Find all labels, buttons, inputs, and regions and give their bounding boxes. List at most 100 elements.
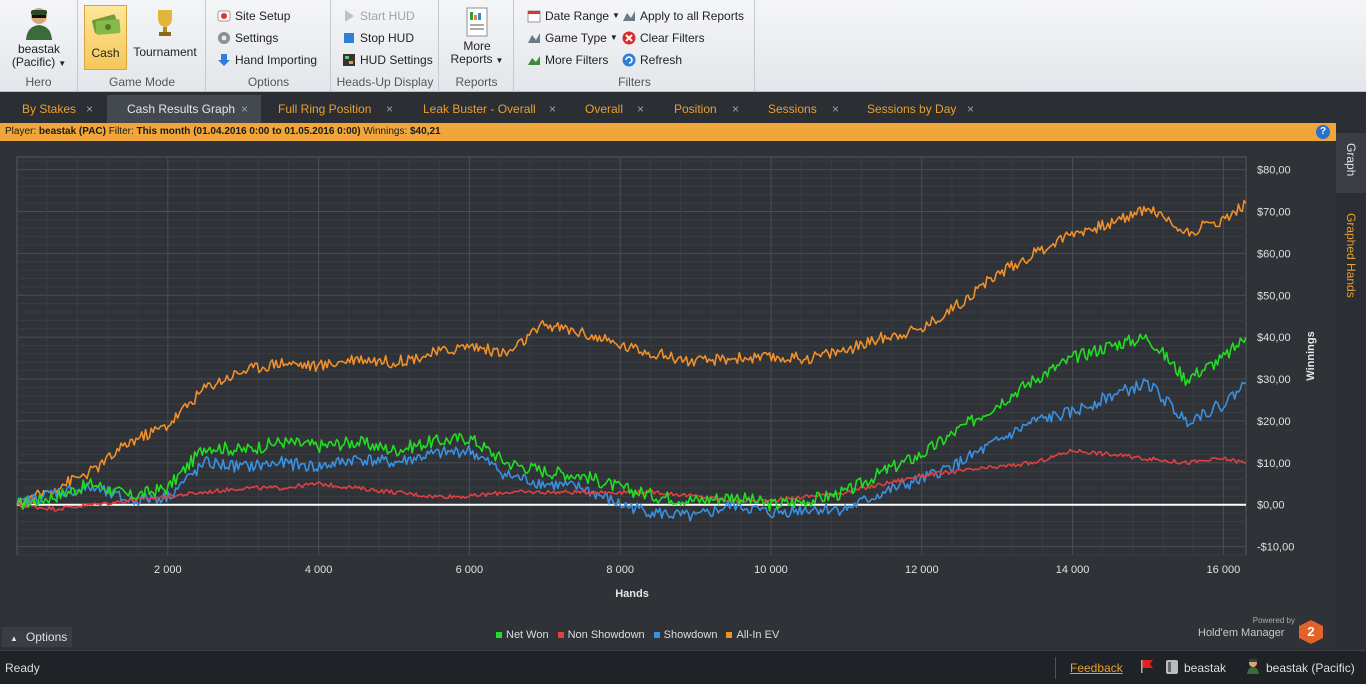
chart-legend: Net Won Non Showdown Showdown All-In EV	[496, 628, 788, 642]
x-tick-label: 8 000	[606, 564, 634, 576]
legend-swatch	[726, 632, 733, 638]
series-line-all-in-ev	[16, 199, 1247, 508]
reports-group: More Reports ▼ Reports	[440, 0, 514, 92]
y-tick-label: $30,00	[1257, 374, 1291, 386]
date-range-label: Date Range	[545, 9, 610, 23]
close-icon[interactable]: ×	[967, 102, 975, 116]
options-group-label: Options	[247, 75, 290, 89]
feedback-link[interactable]: Feedback	[1070, 661, 1123, 675]
site-setup-label: Site Setup	[235, 9, 291, 23]
trophy-icon	[158, 10, 172, 36]
tab-position[interactable]: Position ×	[654, 95, 750, 123]
results-graph: 2 000 4 000 6 000 8 000 10 000 12 000 14 000 16…	[0, 141, 1336, 648]
stop-hud-label: Stop HUD	[360, 31, 415, 45]
hero-status: beastak (Pacific)	[1266, 661, 1355, 675]
powered-by-text: Powered by	[1252, 616, 1295, 625]
tab-graph[interactable]: Graph	[1336, 133, 1366, 193]
hud-settings-icon	[343, 54, 355, 66]
clear-filters-button[interactable]: Clear Filters	[622, 29, 705, 47]
tab-sessions-by-day[interactable]: Sessions by Day ×	[847, 95, 979, 123]
close-icon[interactable]: ×	[832, 102, 840, 116]
x-axis-ticks: 2 000 4 000 6 000 8 000 10 000 12 000 14 000 16…	[154, 564, 1240, 576]
legend-item-net-won[interactable]: Net Won	[496, 628, 549, 642]
y-tick-label: $60,00	[1257, 248, 1291, 260]
hand-importing-button[interactable]: Hand Importing	[217, 51, 317, 69]
options-label: Options	[25, 630, 68, 644]
options-button[interactable]: ▲ Options	[2, 627, 72, 647]
x-tick-label: 16 000	[1207, 564, 1241, 576]
product-name: Hold'em Manager	[1198, 627, 1285, 639]
close-icon[interactable]: ×	[241, 102, 249, 116]
chevron-down-icon: ▼	[612, 11, 620, 20]
x-tick-label: 14 000	[1056, 564, 1090, 576]
tab-by-stakes[interactable]: By Stakes ×	[2, 95, 106, 123]
chevron-up-icon: ▲	[10, 634, 18, 643]
y-tick-label: $70,00	[1257, 206, 1291, 218]
settings-button[interactable]: Settings	[217, 29, 278, 47]
legend-item-non-showdown[interactable]: Non Showdown	[557, 628, 645, 642]
game-mode-group-label: Game Mode	[108, 75, 176, 89]
close-icon[interactable]: ×	[86, 102, 94, 116]
flag-icon	[1140, 659, 1154, 676]
legend-item-allin-ev[interactable]: All-In EV	[726, 628, 779, 642]
tab-label: Position	[674, 102, 717, 116]
tab-label: Cash Results Graph	[127, 102, 236, 116]
tab-cash-results-graph[interactable]: Cash Results Graph ×	[107, 95, 261, 123]
hero-group-label: Hero	[25, 75, 52, 89]
y-tick-label: -$10,00	[1257, 542, 1294, 554]
chevron-down-icon: ▼	[495, 56, 504, 65]
stop-icon	[344, 33, 354, 43]
y-tick-label: $10,00	[1257, 458, 1291, 470]
import-arrow-icon	[218, 54, 230, 66]
more-reports-button[interactable]: More Reports ▼	[445, 7, 509, 67]
hud-group-label: Heads-Up Display	[336, 75, 434, 89]
site-setup-button[interactable]: Site Setup	[217, 7, 290, 25]
close-icon[interactable]: ×	[732, 102, 740, 116]
cash-mode-button[interactable]: Cash	[84, 5, 127, 70]
gear-icon	[218, 32, 230, 44]
hero-selector-button[interactable]: beastak (Pacific) ▼	[4, 6, 74, 70]
hem2-logo: Powered by Hold'em Manager 2	[1197, 616, 1327, 646]
refresh-button[interactable]: Refresh	[622, 51, 682, 69]
hero-name-line1: beastak	[17, 42, 61, 56]
chevron-down-icon: ▼	[58, 59, 67, 68]
y-tick-label: $80,00	[1257, 165, 1291, 177]
more-filters-button[interactable]: More Filters	[527, 51, 608, 69]
side-panel: Graph Graphed Hands	[1336, 123, 1366, 648]
tab-graphed-hands[interactable]: Graphed Hands	[1344, 213, 1358, 298]
legend-label: Showdown	[663, 629, 718, 641]
winnings-label: Winnings:	[363, 126, 408, 137]
tab-overall[interactable]: Overall ×	[565, 95, 655, 123]
cash-mode-label: Cash	[91, 46, 120, 60]
calendar-icon	[527, 10, 541, 23]
close-icon[interactable]: ×	[637, 102, 645, 116]
status-text: Ready	[5, 661, 40, 675]
hand-importing-label: Hand Importing	[235, 53, 318, 67]
ribbon-toolbar: beastak (Pacific) ▼ Hero Cash Tournament …	[0, 0, 1366, 92]
tab-sessions[interactable]: Sessions ×	[748, 95, 850, 123]
date-range-button[interactable]: Date Range ▼	[527, 7, 620, 25]
hud-settings-button[interactable]: HUD Settings	[342, 51, 433, 69]
game-type-button[interactable]: Game Type ▼	[527, 29, 618, 47]
close-icon[interactable]: ×	[386, 102, 394, 116]
tab-leak-buster-overall[interactable]: Leak Buster - Overall ×	[403, 95, 563, 123]
hud-group: Start HUD Stop HUD HUD Settings Heads-Up…	[332, 0, 439, 92]
more-reports-line1: More	[463, 39, 491, 53]
x-tick-label: 4 000	[305, 564, 333, 576]
tournament-mode-button[interactable]: Tournament	[129, 8, 201, 59]
stop-hud-button[interactable]: Stop HUD	[342, 29, 414, 47]
close-icon[interactable]: ×	[549, 102, 557, 116]
game-type-icon	[528, 33, 540, 43]
tab-full-ring-position[interactable]: Full Ring Position ×	[258, 95, 400, 123]
hero-group: beastak (Pacific) ▼ Hero	[0, 0, 78, 92]
start-hud-button[interactable]: Start HUD	[342, 7, 415, 25]
more-reports-line2: Reports	[450, 52, 493, 66]
filter-summary-bar: Player: beastak (PAC) Filter: This month…	[0, 123, 1336, 141]
chart-series	[16, 199, 1247, 522]
apply-all-reports-button[interactable]: Apply to all Reports	[622, 7, 744, 25]
chart-grid	[17, 157, 1246, 556]
help-icon[interactable]: ?	[1316, 125, 1330, 139]
apply-all-label: Apply to all Reports	[640, 9, 745, 23]
y-tick-label: $20,00	[1257, 416, 1291, 428]
legend-item-showdown[interactable]: Showdown	[653, 628, 718, 642]
